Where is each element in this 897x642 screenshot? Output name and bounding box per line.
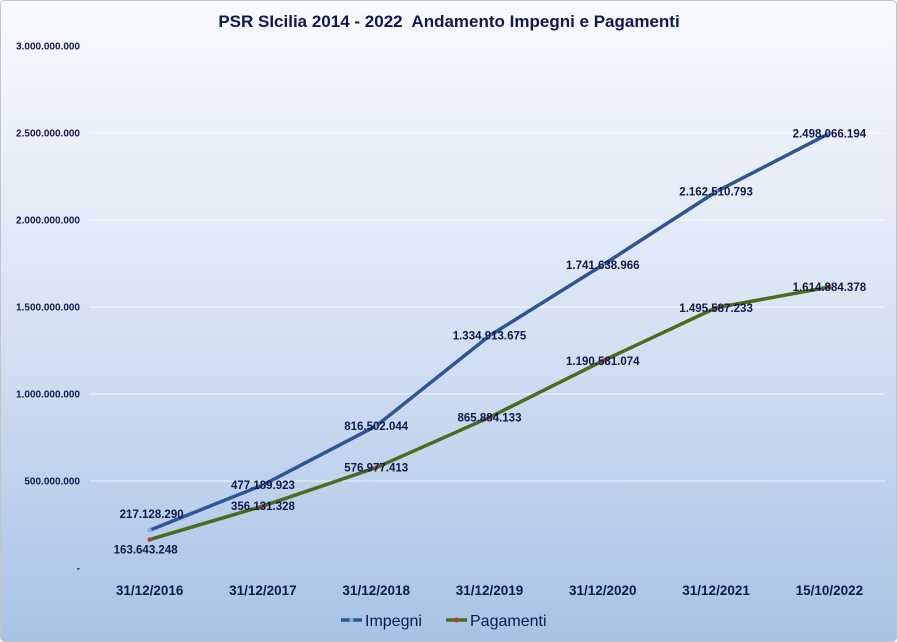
x-tick-label: 15/10/2022	[796, 583, 864, 598]
legend-label-pagamenti: Pagamenti	[470, 613, 547, 630]
x-tick-label: 31/12/2018	[342, 583, 410, 598]
data-label-impegni: 2.162.510.793	[679, 187, 753, 199]
y-tick-label: 500.000.000	[24, 477, 80, 488]
y-axis-tick-labels: - 500.000.000 1.000.000.000 1.500.000.000 2.…	[16, 42, 80, 575]
y-tick-label: 2.500.000.000	[16, 129, 80, 140]
y-tick-label: 3.000.000.000	[16, 42, 80, 53]
data-label-pagamenti: 1.190.581.074	[566, 356, 640, 368]
data-point-impegni	[827, 131, 832, 136]
data-label-pagamenti: 163.643.248	[114, 545, 179, 557]
y-tick-label: 2.000.000.000	[16, 216, 80, 227]
data-labels: 217.128.290 477.189.923 816.502.044 1.334.9…	[114, 128, 867, 556]
data-label-impegni: 1.741.638.966	[566, 260, 640, 272]
y-tick-label: 1.000.000.000	[16, 390, 80, 401]
data-label-pagamenti: 576.977.413	[344, 463, 408, 475]
series-lines	[147, 131, 832, 542]
data-label-pagamenti: 865.884.133	[458, 412, 522, 424]
data-label-pagamenti: 1.614.884.378	[793, 282, 867, 294]
legend-label-impegni: Impegni	[365, 613, 422, 630]
data-point-pagamenti	[600, 358, 605, 364]
data-label-impegni: 1.334.913.675	[453, 331, 527, 343]
legend: Impegni Pagamenti	[341, 613, 547, 630]
legend-item-pagamenti: Pagamenti	[446, 613, 547, 630]
data-point-impegni	[713, 189, 719, 194]
data-point-pagamenti	[260, 503, 266, 509]
gridlines	[90, 45, 885, 482]
data-point-pagamenti	[713, 305, 719, 310]
data-point-impegni	[487, 333, 492, 338]
x-tick-label: 31/12/2016	[116, 583, 184, 598]
data-point-pagamenti	[374, 465, 379, 470]
y-tick-label: 1.500.000.000	[16, 303, 80, 314]
data-label-pagamenti: 1.495.587.233	[679, 303, 753, 315]
x-axis-tick-labels: 31/12/2016 31/12/2017 31/12/2018 31/12/2019…	[116, 583, 863, 598]
data-point-impegni	[260, 482, 266, 488]
x-tick-label: 31/12/2020	[569, 583, 637, 598]
data-point-impegni	[600, 262, 605, 268]
data-label-impegni: 477.189.923	[231, 480, 295, 492]
legend-marker-pagamenti	[454, 617, 459, 623]
legend-item-impegni: Impegni	[341, 613, 422, 630]
data-label-impegni: 217.128.290	[120, 509, 184, 521]
x-tick-label: 31/12/2019	[456, 583, 524, 598]
data-label-impegni: 2.498.066.194	[793, 128, 867, 140]
y-tick-label: -	[77, 564, 80, 575]
x-tick-label: 31/12/2021	[682, 583, 750, 598]
legend-marker-impegni	[349, 617, 354, 623]
data-point-impegni	[147, 528, 152, 533]
data-point-impegni	[374, 423, 379, 429]
data-point-pagamenti	[827, 284, 832, 290]
chart-title: PSR SIcilia 2014 - 2022 Andamento Impegn…	[218, 12, 679, 31]
data-point-pagamenti	[487, 415, 492, 420]
data-label-pagamenti: 356.131.328	[231, 501, 296, 513]
x-tick-label: 31/12/2017	[229, 583, 297, 598]
data-point-pagamenti	[147, 537, 152, 542]
data-label-impegni: 816.502.044	[344, 421, 409, 433]
